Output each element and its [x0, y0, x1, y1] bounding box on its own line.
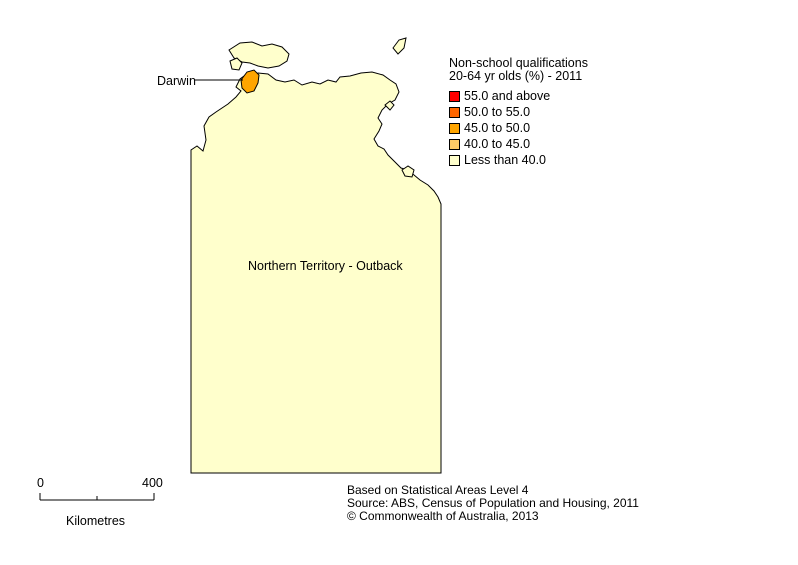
legend-swatch [449, 90, 460, 102]
scale-end-label: 400 [142, 476, 163, 490]
legend-item-label: 50.0 to 55.0 [464, 105, 531, 119]
region-darwin[interactable] [240, 69, 260, 94]
legend-item: 45.0 to 50.0 [449, 120, 588, 136]
scale-unit-label: Kilometres [66, 514, 126, 528]
footer-line3: © Commonwealth of Australia, 2013 [347, 509, 539, 523]
legend-item-label: 40.0 to 45.0 [464, 137, 531, 151]
island-tiwi-bathurst [229, 57, 243, 71]
legend-items: 55.0 and above 50.0 to 55.0 45.0 to 50.0 40… [449, 88, 588, 168]
legend-item: 50.0 to 55.0 [449, 104, 588, 120]
legend: Non-school qualifications 20-64 yr olds … [449, 57, 588, 168]
legend-swatch [449, 154, 460, 166]
region-outback[interactable] [190, 71, 442, 474]
footer-line2: Source: ABS, Census of Population and Ho… [347, 496, 639, 510]
legend-swatch [449, 106, 460, 118]
legend-item-label: Less than 40.0 [464, 153, 547, 167]
scale-bar [39, 493, 155, 501]
legend-title-line2: 20-64 yr olds (%) - 2011 [449, 69, 583, 83]
legend-title-line1: Non-school qualifications [449, 56, 588, 70]
legend-swatch [449, 122, 460, 134]
legend-swatch [449, 138, 460, 150]
legend-item-label: 55.0 and above [464, 89, 551, 103]
island-tiwi-melville [228, 41, 290, 69]
legend-item: Less than 40.0 [449, 152, 588, 168]
footer-line1: Based on Statistical Areas Level 4 [347, 483, 529, 497]
legend-item-label: 45.0 to 50.0 [464, 121, 531, 135]
island-small-1 [384, 100, 395, 111]
scale-start-label: 0 [37, 476, 44, 490]
legend-item: 55.0 and above [449, 88, 588, 104]
darwin-label: Darwin [157, 74, 196, 88]
outback-label: Northern Territory - Outback [248, 259, 403, 273]
footer: Based on Statistical Areas Level 4 Sourc… [347, 484, 639, 523]
legend-item: 40.0 to 45.0 [449, 136, 588, 152]
island-north-east [392, 37, 407, 55]
island-groote [401, 165, 415, 178]
